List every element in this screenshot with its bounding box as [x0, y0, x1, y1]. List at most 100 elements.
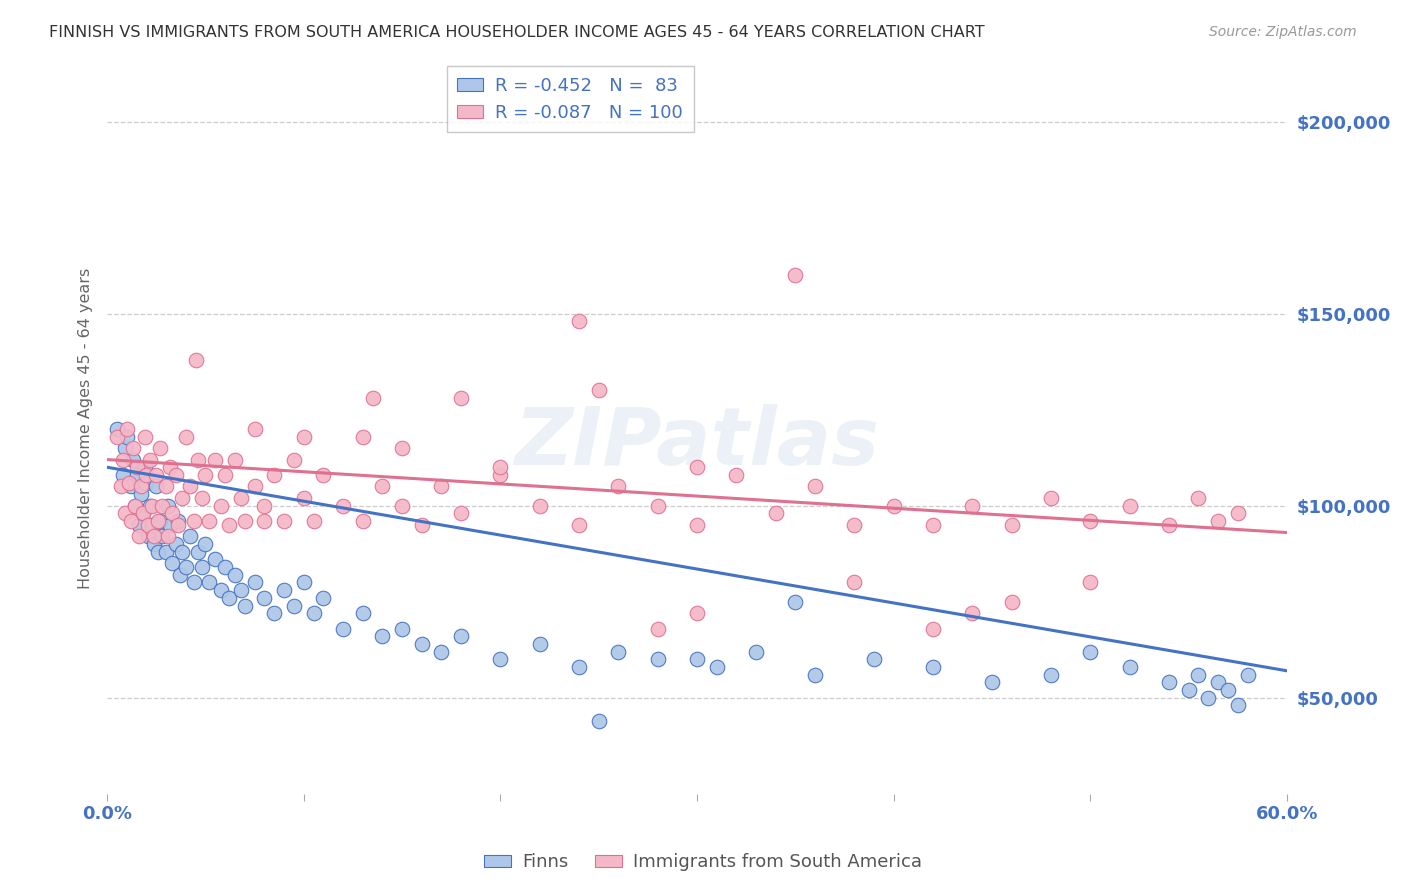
Point — [312, 591, 335, 605]
Point — [138, 517, 160, 532]
Point — [962, 499, 984, 513]
Point — [149, 514, 172, 528]
Point — [1001, 595, 1024, 609]
Point — [745, 644, 768, 658]
Point — [229, 491, 252, 505]
Point — [922, 622, 945, 636]
Point — [844, 517, 866, 532]
Point — [139, 452, 162, 467]
Point — [725, 467, 748, 482]
Point — [183, 575, 205, 590]
Point — [922, 517, 945, 532]
Point — [124, 499, 146, 513]
Point — [273, 583, 295, 598]
Point — [243, 422, 266, 436]
Point — [121, 452, 143, 467]
Point — [167, 517, 190, 532]
Point — [686, 606, 709, 620]
Point — [157, 499, 180, 513]
Point — [647, 622, 669, 636]
Point — [198, 575, 221, 590]
Point — [352, 514, 374, 528]
Point — [411, 637, 433, 651]
Point — [302, 514, 325, 528]
Point — [141, 517, 163, 532]
Point — [160, 556, 183, 570]
Point — [118, 475, 141, 490]
Point — [332, 622, 354, 636]
Point — [1187, 667, 1209, 681]
Point — [139, 499, 162, 513]
Point — [1157, 517, 1180, 532]
Point — [183, 514, 205, 528]
Point — [804, 667, 827, 681]
Point — [1118, 660, 1140, 674]
Point — [1039, 491, 1062, 505]
Point — [1039, 667, 1062, 681]
Point — [1187, 491, 1209, 505]
Point — [588, 384, 610, 398]
Point — [233, 514, 256, 528]
Point — [145, 479, 167, 493]
Point — [179, 529, 201, 543]
Point — [135, 467, 157, 482]
Point — [863, 652, 886, 666]
Point — [529, 637, 551, 651]
Point — [115, 429, 138, 443]
Point — [214, 560, 236, 574]
Point — [489, 460, 512, 475]
Point — [568, 517, 591, 532]
Point — [124, 499, 146, 513]
Legend: R = -0.452   N =  83, R = -0.087   N = 100: R = -0.452 N = 83, R = -0.087 N = 100 — [447, 66, 693, 133]
Point — [169, 567, 191, 582]
Point — [184, 352, 207, 367]
Point — [1197, 690, 1219, 705]
Point — [134, 429, 156, 443]
Point — [190, 491, 212, 505]
Point — [588, 714, 610, 728]
Point — [352, 429, 374, 443]
Point — [607, 479, 630, 493]
Point — [361, 391, 384, 405]
Legend: Finns, Immigrants from South America: Finns, Immigrants from South America — [477, 847, 929, 879]
Point — [143, 537, 166, 551]
Point — [243, 575, 266, 590]
Point — [263, 467, 285, 482]
Point — [785, 268, 807, 283]
Text: ZIPatlas: ZIPatlas — [515, 404, 880, 483]
Text: FINNISH VS IMMIGRANTS FROM SOUTH AMERICA HOUSEHOLDER INCOME AGES 45 - 64 YEARS C: FINNISH VS IMMIGRANTS FROM SOUTH AMERICA… — [49, 25, 984, 40]
Point — [148, 545, 170, 559]
Point — [1157, 675, 1180, 690]
Point — [233, 599, 256, 613]
Point — [450, 629, 472, 643]
Point — [706, 660, 728, 674]
Point — [352, 606, 374, 620]
Point — [190, 560, 212, 574]
Point — [165, 467, 187, 482]
Point — [218, 517, 240, 532]
Point — [489, 652, 512, 666]
Point — [170, 545, 193, 559]
Point — [568, 660, 591, 674]
Point — [922, 660, 945, 674]
Point — [647, 499, 669, 513]
Point — [332, 499, 354, 513]
Point — [312, 467, 335, 482]
Point — [302, 606, 325, 620]
Point — [135, 475, 157, 490]
Y-axis label: Householder Income Ages 45 - 64 years: Householder Income Ages 45 - 64 years — [79, 268, 93, 590]
Point — [1078, 644, 1101, 658]
Point — [489, 467, 512, 482]
Point — [120, 479, 142, 493]
Point — [149, 441, 172, 455]
Point — [1078, 575, 1101, 590]
Point — [844, 575, 866, 590]
Point — [1236, 667, 1258, 681]
Point — [150, 499, 173, 513]
Point — [1206, 675, 1229, 690]
Point — [1206, 514, 1229, 528]
Point — [686, 517, 709, 532]
Point — [129, 479, 152, 493]
Point — [128, 529, 150, 543]
Point — [568, 314, 591, 328]
